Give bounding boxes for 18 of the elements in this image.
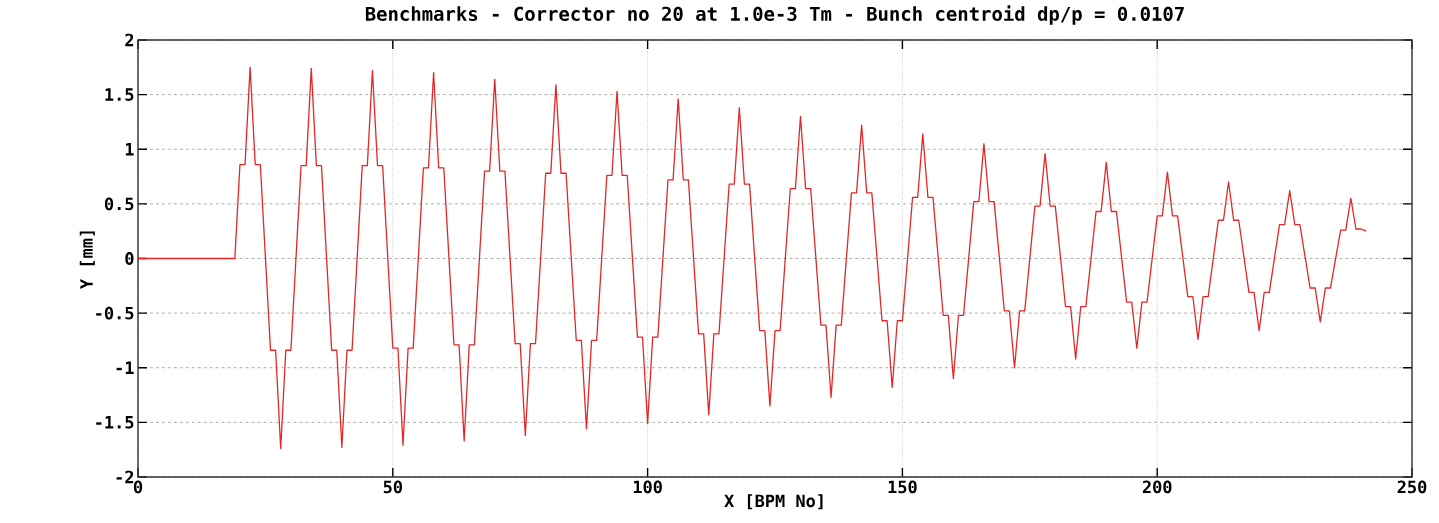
y-tick-label: -0.5 <box>96 306 134 320</box>
y-tick-label: 1 <box>125 143 134 156</box>
y-tick-label: -2 <box>116 470 134 484</box>
y-axis-title: Y [mm] <box>79 231 95 290</box>
x-tick-label: 250 <box>1397 480 1427 494</box>
x-tick-label: 200 <box>1142 480 1172 494</box>
y-tick-label: 0.5 <box>104 197 134 211</box>
x-tick-label: 150 <box>888 480 917 494</box>
y-tick-label: 1.5 <box>105 88 134 101</box>
line-series <box>138 66 1367 450</box>
y-tick-label: -1 <box>116 361 134 374</box>
y-tick-label: 2 <box>125 33 134 47</box>
x-tick-label: 50 <box>383 480 402 494</box>
x-tick-label: 100 <box>633 480 662 494</box>
y-tick-label: 0 <box>125 252 134 265</box>
y-tick-label: -1.5 <box>96 416 134 429</box>
chart-title: Benchmarks - Corrector no 20 at 1.0e-3 Tm - Bunch centroid dp/p = 0.0107 <box>365 5 1184 25</box>
x-axis-title: X [BPM No] <box>724 494 823 510</box>
